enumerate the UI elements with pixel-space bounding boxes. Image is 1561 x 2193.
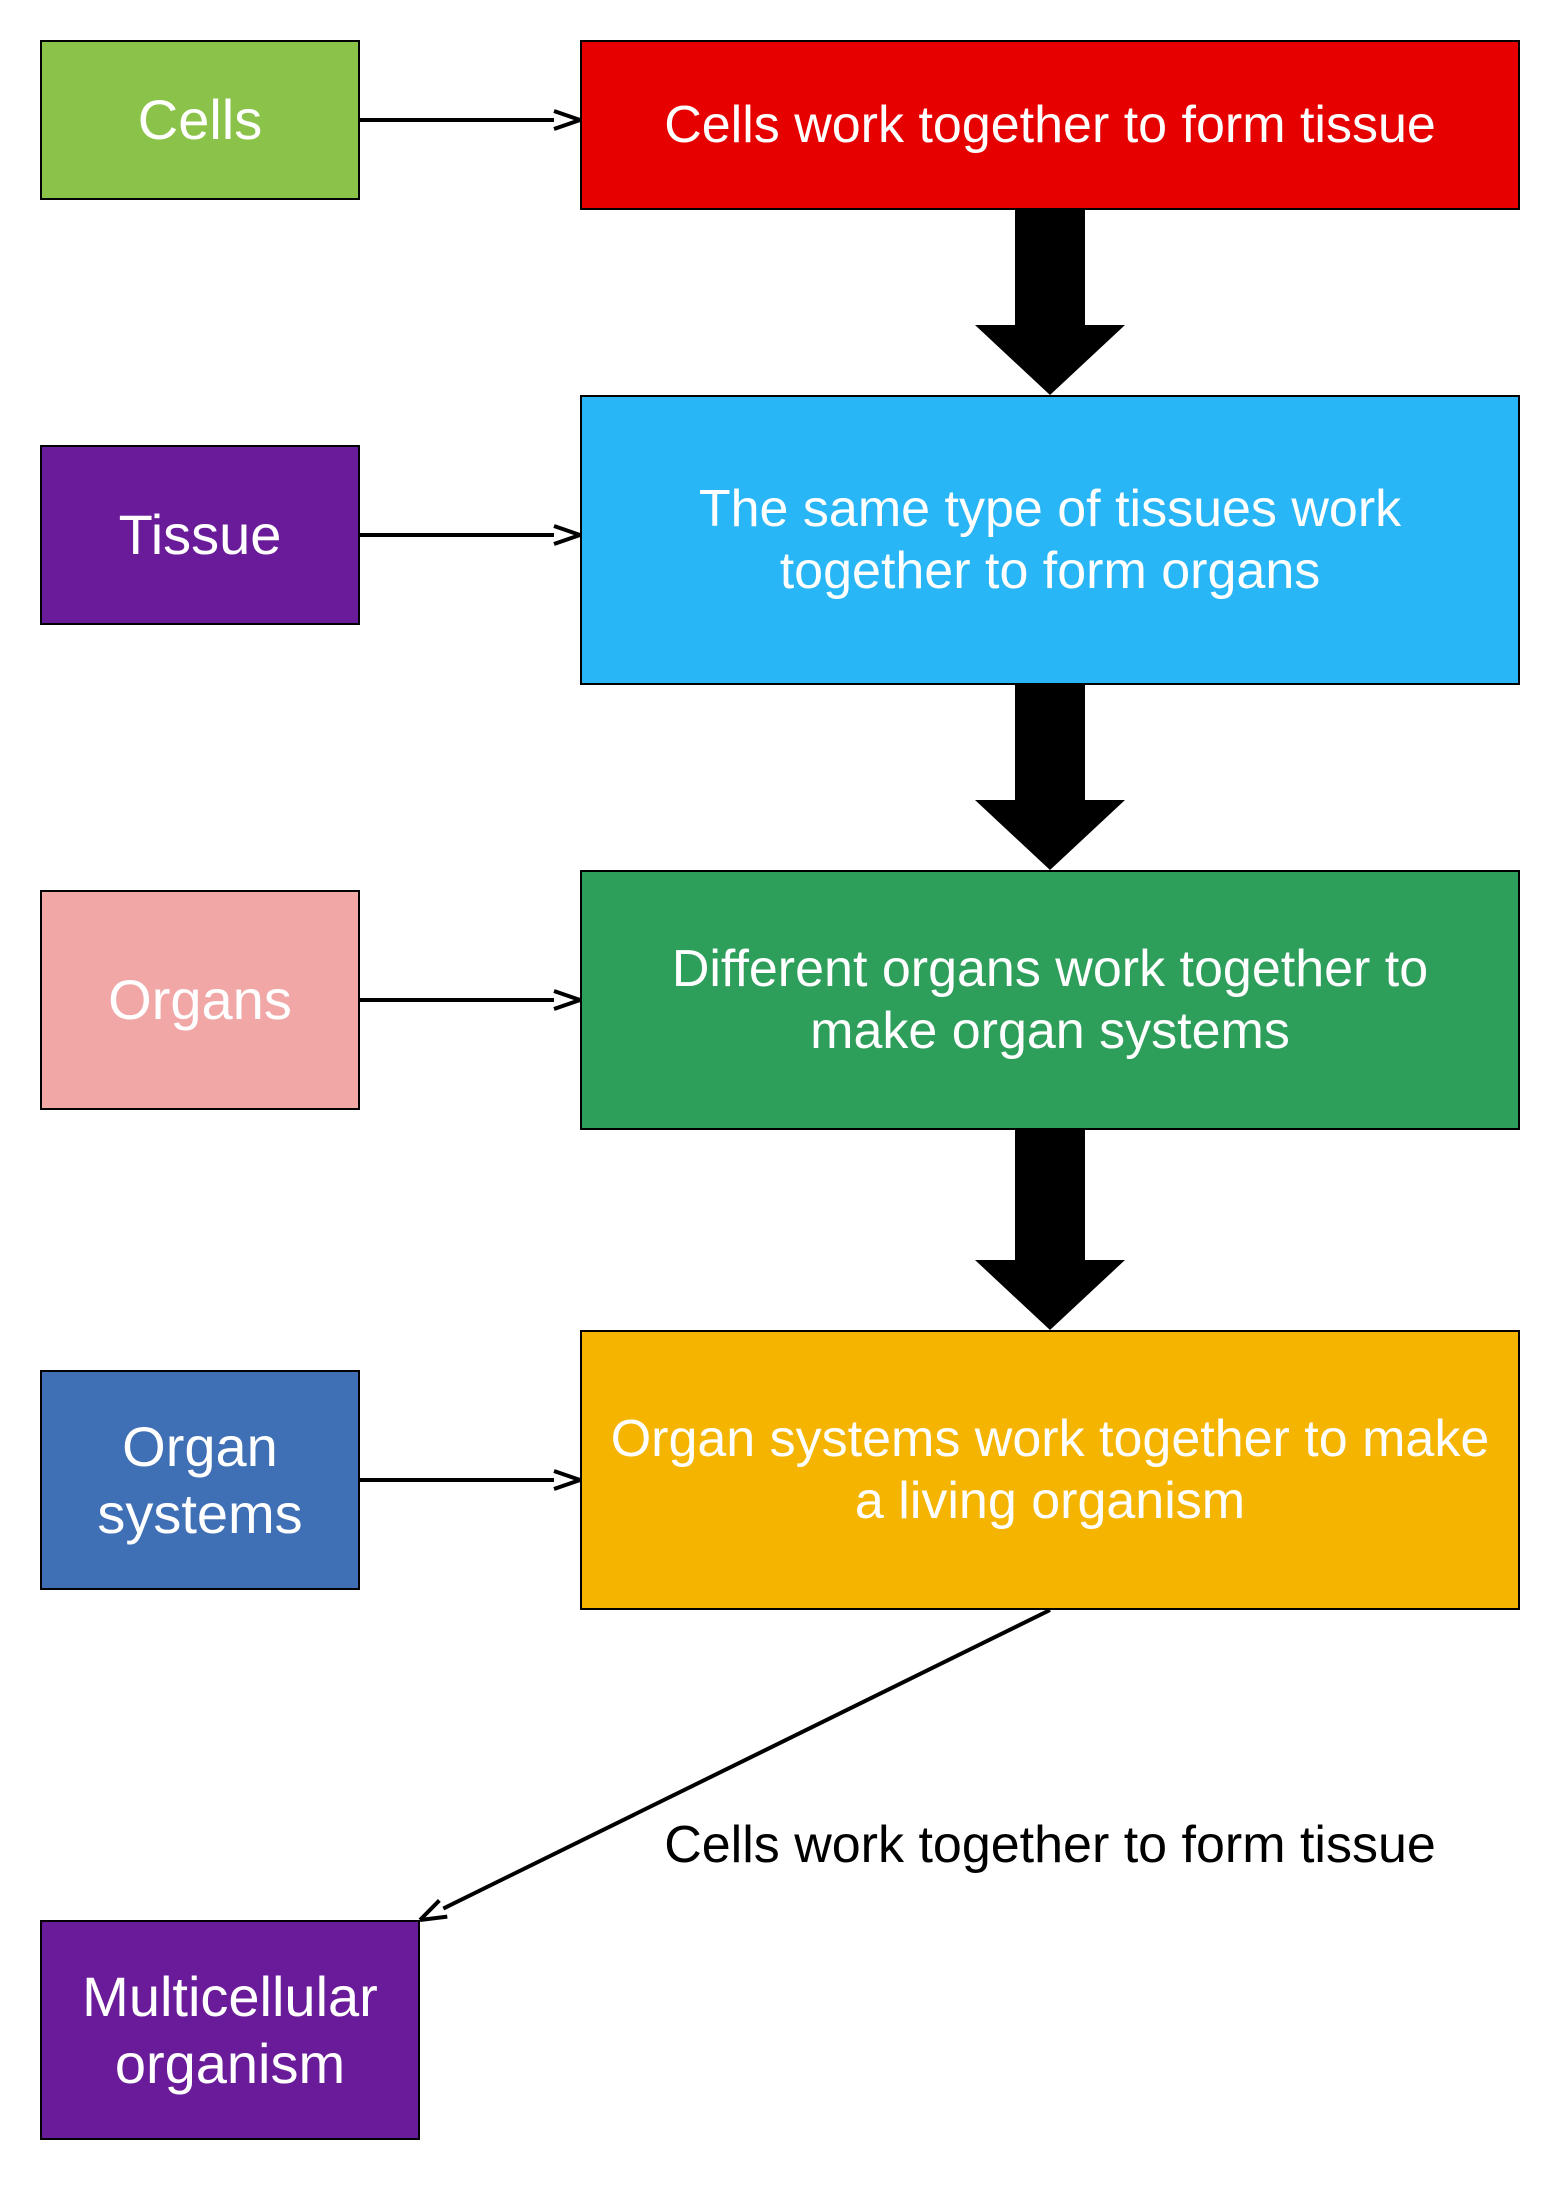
node-label: Tissue xyxy=(119,501,282,568)
node-d-organs: Different organs work together to make o… xyxy=(580,870,1520,1130)
node-n-organ-sys: Organ systems xyxy=(40,1370,360,1590)
node-d-tissue: The same type of tissues work together t… xyxy=(580,395,1520,685)
node-n-multicell: Multicellular organism xyxy=(40,1920,420,2140)
node-n-tissue: Tissue xyxy=(40,445,360,625)
node-label: Cells xyxy=(138,86,262,153)
node-label: Multicellular organism xyxy=(62,1963,398,2097)
node-label: Cells work together to form tissue xyxy=(664,94,1436,156)
node-n-cells: Cells xyxy=(40,40,360,200)
flowchart-canvas: Cells Tissue Organs Organ systems Multicellu… xyxy=(0,0,1561,2193)
node-label: Organ systems xyxy=(62,1413,338,1547)
node-label: Different organs work together to make o… xyxy=(602,938,1498,1063)
node-d-caption: Cells work together to form tissue xyxy=(580,1780,1520,1910)
node-label: Organs xyxy=(108,966,292,1033)
node-label: Organ systems work together to make a li… xyxy=(602,1408,1498,1533)
node-n-organs: Organs xyxy=(40,890,360,1110)
node-label: The same type of tissues work together t… xyxy=(602,478,1498,603)
node-d-organ-sys: Organ systems work together to make a li… xyxy=(580,1330,1520,1610)
node-d-cells: Cells work together to form tissue xyxy=(580,40,1520,210)
node-label: Cells work together to form tissue xyxy=(664,1814,1436,1876)
